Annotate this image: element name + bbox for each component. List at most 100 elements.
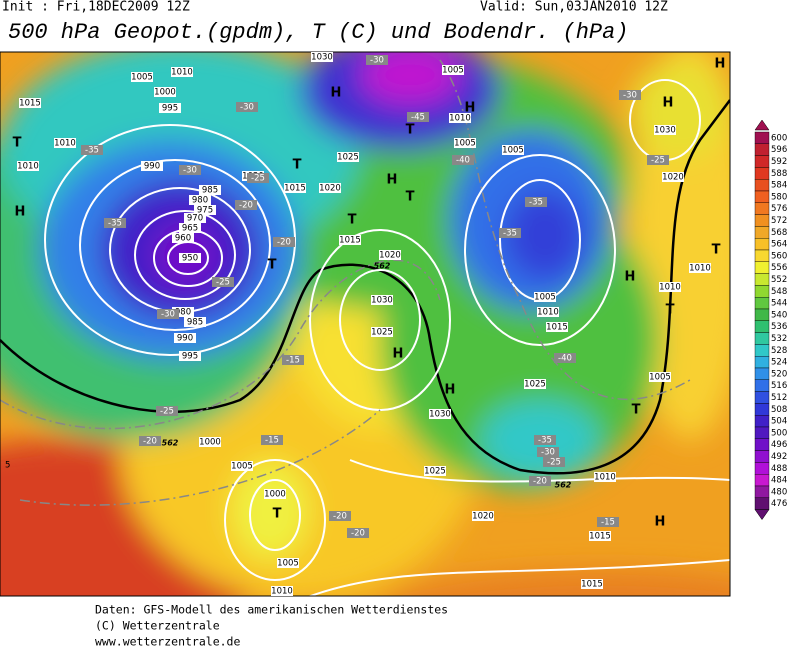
isotherm-label-box: [156, 406, 178, 416]
isobar-label: 985: [202, 186, 218, 196]
isobar-label-box: [231, 461, 253, 471]
footer-url: www.wetterzentrale.de: [95, 635, 240, 648]
isobar-label: 1010: [171, 68, 193, 78]
isobar-label-box: [689, 263, 711, 273]
isobar-label: 1010: [54, 139, 76, 149]
isotherm-label-box: [212, 277, 234, 287]
colorbar-swatch: [754, 143, 770, 156]
colorbar-label: 556: [771, 263, 787, 273]
isobar-label: 1015: [284, 184, 306, 194]
isotherm-label: -30: [183, 166, 197, 176]
pressure-center: T: [293, 158, 302, 173]
isobar-label-box: [194, 205, 216, 215]
isotherm-label-box: [179, 165, 201, 175]
isotherm-label-box: [529, 476, 551, 486]
isobar-label-box: [189, 195, 211, 205]
colorbar-swatch: [754, 367, 770, 381]
isobar-label: 1015: [589, 532, 611, 542]
colorbar-label: 560: [771, 251, 787, 261]
isotherm-label-box: [81, 145, 103, 155]
isobar-label-box: [319, 183, 341, 193]
isobar-label: 1010: [594, 473, 616, 483]
isotherm-label-box: [282, 355, 304, 365]
isobar-label-box: [537, 307, 559, 317]
colorbar-label: 548: [771, 287, 787, 297]
isobar-label: 1000: [264, 490, 286, 500]
isobar-label-box: [172, 233, 194, 243]
colorbar-label: 552: [771, 275, 787, 285]
colorbar-label: 572: [771, 216, 787, 226]
isobar-label-box: [141, 161, 163, 171]
footer-copyright: (C) Wetterzentrale: [95, 619, 220, 633]
colorbar-label: 592: [771, 157, 787, 167]
isobar-label: 1010: [449, 114, 471, 124]
isobar-label-box: [199, 437, 221, 447]
isobar-label: 1020: [319, 184, 341, 194]
valid-time: Valid: Sun,03JAN2010 12Z: [480, 0, 668, 15]
map-field: [0, 52, 730, 596]
isobar-label: 1005: [442, 66, 464, 76]
isotherm-label: -20: [143, 437, 157, 447]
isobar-label-box: [171, 67, 193, 77]
colorbar-swatch: [754, 344, 770, 357]
colorbar-swatch: [754, 332, 770, 345]
isobar-label: 1025: [337, 153, 359, 163]
isobar-label: 1030: [654, 126, 676, 136]
pressure-center: T: [406, 190, 415, 205]
colorbar-swatch: [754, 403, 770, 416]
colorbar-swatch: [754, 450, 770, 463]
colorbar-swatch: [754, 131, 770, 145]
colorbar-label: 584: [771, 181, 787, 191]
isotherm-label: -30: [161, 310, 175, 320]
isotherm-label-box: [236, 102, 258, 112]
isotherm-label: -35: [85, 146, 99, 156]
isobar-label: 980: [192, 196, 208, 206]
pressure-center: H: [393, 347, 404, 362]
colorbar-swatch: [754, 167, 770, 180]
colorbar-swatch: [754, 379, 770, 392]
colorbar-label: 580: [771, 192, 787, 202]
isobar-label-box: [179, 253, 201, 263]
isobar-label-box: [502, 145, 524, 155]
isotherm-label-box: [554, 353, 576, 363]
colorbar-swatch: [754, 426, 770, 440]
isobar-label: 1005: [454, 139, 476, 149]
isotherm-label: -25: [651, 156, 665, 166]
colorbar-label: 596: [771, 145, 787, 155]
colorbar-swatch: [754, 237, 770, 251]
colorbar-label: 484: [771, 476, 787, 486]
pressure-center: H: [331, 86, 342, 101]
pressure-center: H: [15, 205, 26, 220]
pressure-center: T: [632, 403, 641, 418]
isobar-label: 1005: [131, 73, 153, 83]
isotherm-label-box: [619, 90, 641, 100]
isotherm-label-box: [104, 218, 126, 228]
isobar-label-box: [179, 351, 201, 361]
isobar-label: 995: [182, 352, 198, 362]
isobar-label-box: [179, 223, 201, 233]
isobar-label-box: [199, 185, 221, 195]
isobar-label-box: [649, 372, 671, 382]
isobar-label: 1025: [424, 467, 446, 477]
isobar-label-box: [534, 292, 556, 302]
pressure-center: H: [445, 383, 456, 398]
isotherm-label-box: [347, 528, 369, 538]
isotherm-label: -15: [265, 436, 279, 446]
colorbar-swatch: [754, 249, 770, 263]
isobar-label: 1005: [277, 559, 299, 569]
isotherm-label: -35: [538, 436, 552, 446]
pressure-center: H: [465, 101, 476, 116]
geopotential-label: 562: [555, 481, 572, 490]
pressure-center: T: [268, 258, 277, 273]
isotherm-label-box: [139, 436, 161, 446]
pressure-center: H: [387, 173, 398, 188]
colorbar-label: 520: [771, 369, 787, 379]
isobar-label: 1015: [581, 580, 603, 590]
isotherm-label: -15: [286, 356, 300, 366]
edge-label: 5: [5, 461, 10, 471]
isobar-label: 1030: [311, 53, 333, 63]
colorbar-swatch: [754, 438, 770, 451]
colorbar-label: 496: [771, 440, 787, 450]
isobar-label-box: [159, 103, 181, 113]
